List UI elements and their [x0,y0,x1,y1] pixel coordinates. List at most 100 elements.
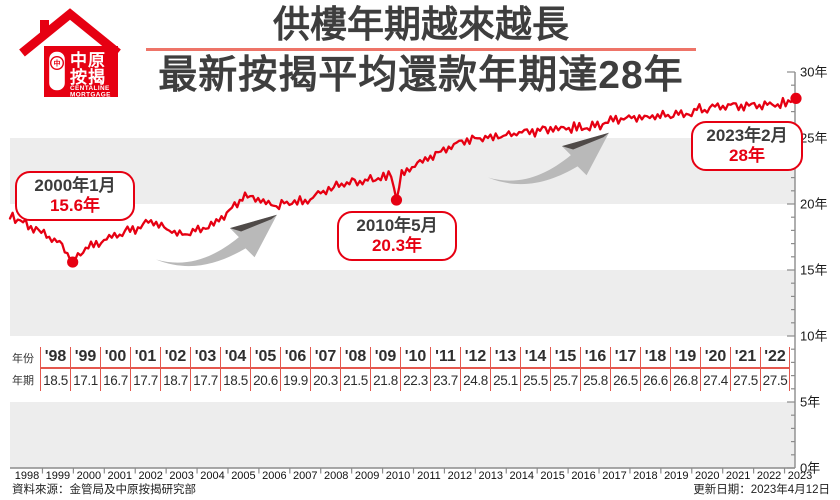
table-year-cell: '13 [490,347,520,369]
table-year-cell: '14 [520,347,550,369]
table-year-cell: '22 [760,347,790,369]
table-year-cell: '19 [670,347,700,369]
table-value-cell: 21.5 [340,369,370,391]
logo-seal-character: 中 [54,59,61,68]
x-axis-tick-label: 2000 [77,470,101,482]
table-value-cell: 23.7 [430,369,460,391]
x-axis: 1998 1999 2000 2001 2002 2003 2004 2005 2006 2007… [10,467,812,482]
table-row1-label: 年份 [12,353,34,365]
trend-arrow-icon [156,214,277,267]
logo-en-line2: MORTGAGE [70,92,111,99]
x-axis-tick-label: 2021 [726,470,750,482]
footer: 資料來源：金管局及中原按揭研究部 更新日期：2023年4月12日 [12,481,830,497]
table-value-cell: 16.7 [100,369,130,391]
table-value-cell: 24.8 [460,369,490,391]
annotation-value: 15.6年 [49,195,101,215]
x-axis-tick-label: 2022 [757,470,781,482]
x-axis-tick-label: 2011 [417,470,441,482]
annotation-2010-callout: 2010年5月 20.3年 [337,211,457,262]
table-value-cell: 26.8 [670,369,700,391]
table-value-cell: 17.1 [70,369,100,391]
annotation-date: 2000年1月 [34,176,116,195]
x-axis-tick-label: 2009 [355,470,379,482]
x-axis-tick-label: 2023 [788,470,812,482]
x-axis-tick-label: 2017 [602,470,626,482]
table-value-cell: 18.5 [220,369,250,391]
x-axis-tick-label: 2004 [200,470,224,482]
update-date: 更新日期：2023年4月12日 [693,484,830,496]
logo-seal-circle [50,56,65,71]
x-axis-tick-label: 2010 [386,470,410,482]
y-axis-tick-label: 10年 [800,329,827,344]
title-line-2: 最新按揭平均還款年期達28年 [158,54,684,97]
annotation-2000-callout: 2000年1月 15.6年 [15,171,135,222]
table-value-cell: 27.5 [730,369,760,391]
x-axis-tick-label: 1998 [15,470,39,482]
table-value-cell: 25.1 [490,369,520,391]
table-year-cell: '03 [190,347,220,369]
table-row2-label: 年期 [12,375,34,387]
y-axis-tick-label: 30年 [800,65,827,80]
x-axis-tick-label: 2006 [262,470,286,482]
table-value-cell: 19.9 [280,369,310,391]
table-year-cell: '12 [460,347,490,369]
y-axis-tick-label: 0年 [800,461,820,476]
table-value-cell: 20.3 [310,369,340,391]
logo-cn-line1: 中原 [70,50,106,70]
x-axis-tick-label: 2001 [108,470,132,482]
table-year-cell: '20 [700,347,730,369]
y-axis-tick-label: 15年 [800,263,827,278]
anchor-dot [390,194,403,206]
x-axis-tick-label: 2002 [138,470,162,482]
x-axis-tick-label: 2020 [695,470,719,482]
anchor-dot [67,256,79,268]
chart-title-block: 供樓年期越來越長 最新按揭平均還款年期達28年 [146,2,696,98]
x-axis-tick-label: 2003 [169,470,193,482]
annotation-date: 2010年5月 [356,216,438,235]
table-year-cell: '98 [40,347,70,369]
logo-cn-line2: 按揭 [70,67,106,87]
table-year-cell: '11 [430,347,460,369]
x-axis-tick-label: 2012 [448,470,472,482]
table-value-cell: 25.5 [520,369,550,391]
y-axis: 0年 5年 10年 15年 20年 25年 30年 [787,65,827,476]
source-note: 資料來源：金管局及中原按揭研究部 [12,484,196,496]
centaline-mortgage-logo: 中 中原 按揭 CENTALINE MORTGAGE [14,5,126,99]
table-value-cell: 20.6 [250,369,280,391]
table-value-cell: 25.8 [580,369,610,391]
annotation-date: 2023年2月 [706,126,788,145]
logo-en-line1: CENTALINE [70,85,110,92]
annotation-2023-callout: 2023年2月 28年 [691,121,803,172]
anchor-dot [790,92,802,104]
table-year-cell: '01 [130,347,160,369]
table-value-cell: 22.3 [400,369,430,391]
table-year-cell: '09 [370,347,400,369]
table-year-cell: '16 [580,347,610,369]
y-axis-tick-label: 5年 [800,395,820,410]
table-value-cell: 26.5 [610,369,640,391]
table-year-cell: '06 [280,347,310,369]
x-axis-tick-label: 2013 [479,470,503,482]
x-axis-tick-label: 2005 [231,470,255,482]
table-value-cell: 17.7 [130,369,160,391]
table-value-cell: 27.4 [700,369,730,391]
table-value-cell: 25.7 [550,369,580,391]
table-value-cell: 21.8 [370,369,400,391]
table-value-cell: 27.5 [760,369,790,391]
table-year-cell: '17 [610,347,640,369]
table-year-cell: '04 [220,347,250,369]
table-year-cell: '00 [100,347,130,369]
trend-arrow-icon [488,132,609,185]
table-year-cell: '05 [250,347,280,369]
table-value-cell: 17.7 [190,369,220,391]
table-year-cell: '02 [160,347,190,369]
x-axis-tick-label: 2007 [293,470,317,482]
table-year-cell: '10 [400,347,430,369]
table-year-cell: '07 [310,347,340,369]
x-axis-tick-label: 2016 [571,470,595,482]
y-axis-tick-label: 20年 [800,197,827,212]
table-year-cell: '99 [70,347,100,369]
annotation-value: 28年 [729,145,765,165]
x-axis-tick-label: 2008 [324,470,348,482]
